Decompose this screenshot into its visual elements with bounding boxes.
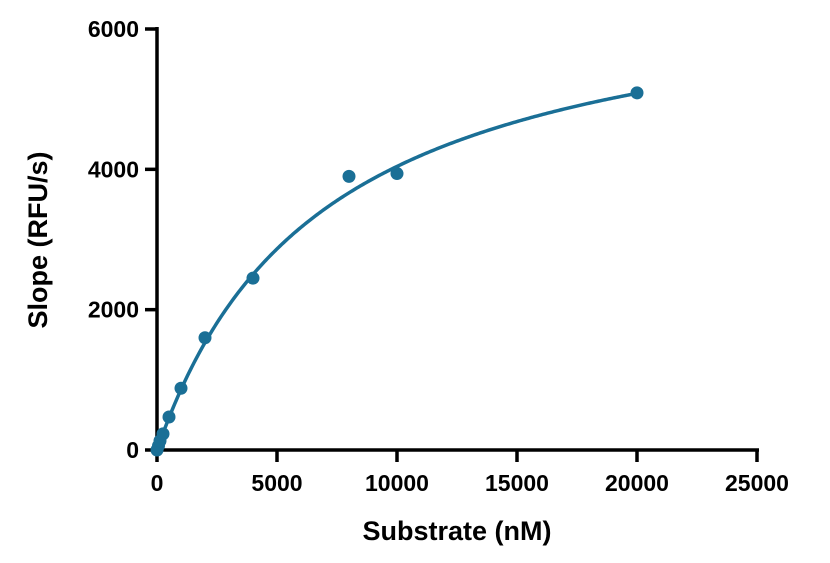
x-tick-label: 0 bbox=[151, 470, 164, 496]
points-layer bbox=[150, 86, 644, 457]
y-axis-title: Slope (RFU/s) bbox=[23, 151, 53, 328]
x-tick-label: 5000 bbox=[251, 470, 302, 496]
data-point bbox=[162, 410, 176, 424]
fit-curve bbox=[155, 91, 639, 452]
data-point bbox=[390, 167, 404, 181]
axes: 0 2000 4000 6000 0 5000 10000 15000 20000 25000 bbox=[88, 16, 789, 496]
data-point bbox=[246, 271, 260, 285]
y-tick-label: 2000 bbox=[88, 297, 139, 323]
data-point bbox=[342, 169, 356, 183]
data-point bbox=[156, 427, 170, 441]
fit-layer bbox=[155, 91, 639, 452]
y-tick-label: 0 bbox=[126, 437, 139, 463]
y-tick-label: 4000 bbox=[88, 156, 139, 182]
x-tick-label: 15000 bbox=[485, 470, 549, 496]
x-tick-label: 10000 bbox=[365, 470, 429, 496]
data-point bbox=[630, 86, 644, 100]
x-axis-title: Substrate (nM) bbox=[363, 516, 552, 546]
y-tick-label: 6000 bbox=[88, 16, 139, 42]
data-point bbox=[198, 331, 212, 345]
x-tick-label: 25000 bbox=[725, 470, 789, 496]
x-tick-label: 20000 bbox=[605, 470, 669, 496]
data-point bbox=[174, 381, 188, 395]
